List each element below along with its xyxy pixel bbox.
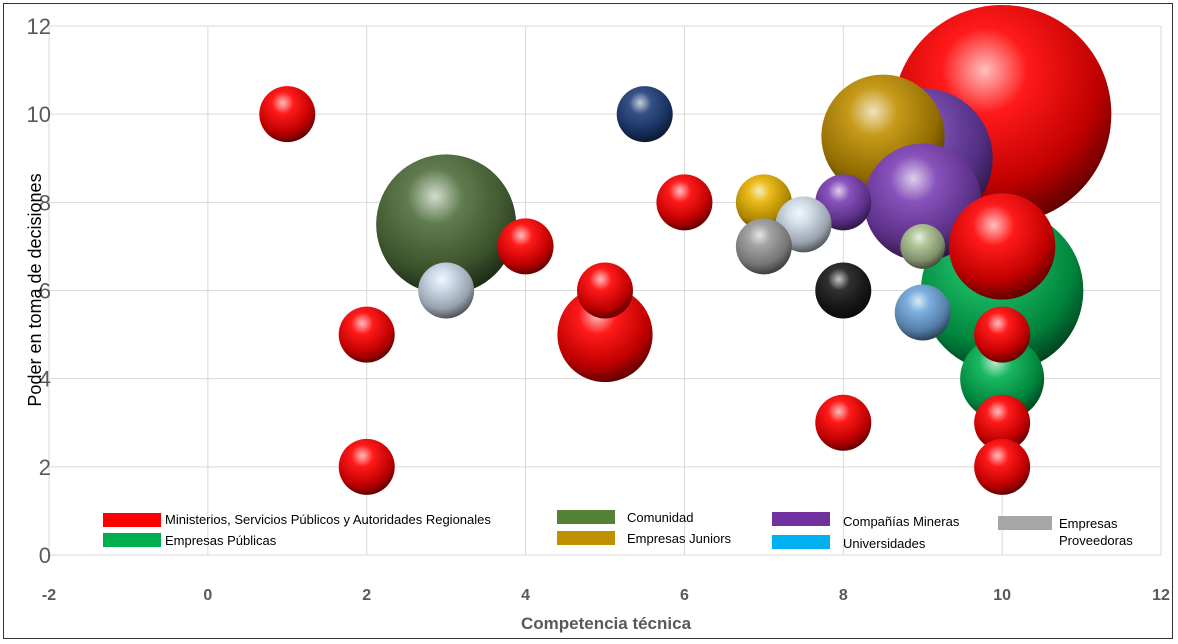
x-tick-label: 0 <box>203 587 212 604</box>
x-tick-labels: -2 0 2 4 6 8 10 12 <box>42 587 1170 604</box>
bubble-ministerios-servicios-p-blicos-y-autoridades-regionales <box>338 306 395 363</box>
bubble-comunidad <box>900 224 946 269</box>
y-tick-label: 0 <box>39 543 51 568</box>
legend-swatch <box>772 512 830 526</box>
x-tick-label: 6 <box>680 587 689 604</box>
legend: Ministerios, Servicios Públicos y Autori… <box>103 510 1133 551</box>
x-tick-label: 8 <box>839 587 848 604</box>
bubble-ministerios-servicios-p-blicos-y-autoridades-regionales <box>338 438 395 495</box>
x-axis-title: Competencia técnica <box>521 614 692 633</box>
bubble-ministerios-servicios-p-blicos-y-autoridades-regionales <box>259 86 316 143</box>
bubble-empresas-proveedoras <box>815 262 872 319</box>
y-tick-label: 10 <box>27 102 51 127</box>
bubble-universidades <box>418 262 475 319</box>
bubble-ministerios-servicios-p-blicos-y-autoridades-regionales <box>577 262 633 319</box>
legend-label: Comunidad <box>627 510 694 525</box>
bubble-universidades <box>616 86 673 143</box>
y-tick-labels: 0 2 4 6 8 10 12 <box>27 14 51 568</box>
legend-swatch <box>103 513 161 527</box>
y-tick-label: 12 <box>27 14 51 39</box>
legend-label: Compañías Mineras <box>843 514 960 529</box>
x-tick-label: 2 <box>362 587 371 604</box>
bubble-ministerios-servicios-p-blicos-y-autoridades-regionales <box>815 394 872 451</box>
legend-label: Empresas Proveedoras <box>1059 516 1133 548</box>
bubble-comunidad <box>376 154 517 295</box>
legend-swatch <box>103 533 161 547</box>
bubbles <box>259 4 1112 495</box>
bubble-ministerios-servicios-p-blicos-y-autoridades-regionales <box>948 193 1056 300</box>
bubble-ministerios-servicios-p-blicos-y-autoridades-regionales <box>656 174 713 231</box>
x-tick-label: -2 <box>42 587 56 604</box>
legend-label: Ministerios, Servicios Públicos y Autori… <box>165 512 491 527</box>
y-tick-label: 4 <box>39 367 51 392</box>
bubble-ministerios-servicios-p-blicos-y-autoridades-regionales <box>557 286 653 383</box>
bubble-ministerios-servicios-p-blicos-y-autoridades-regionales <box>974 394 1031 451</box>
bubble-empresas-proveedoras <box>735 218 792 275</box>
bubble-ministerios-servicios-p-blicos-y-autoridades-regionales <box>974 438 1031 495</box>
bubble-universidades <box>894 284 951 341</box>
y-tick-label: 8 <box>39 190 51 215</box>
legend-swatch <box>772 535 830 549</box>
y-tick-label: 2 <box>39 455 51 480</box>
bubble-empresas-p-blicas <box>960 336 1045 421</box>
y-axis-title: Poder en toma de decisiones <box>25 173 45 406</box>
x-tick-label: 12 <box>1152 587 1170 604</box>
legend-label: Empresas Públicas <box>165 533 277 548</box>
bubble-ministerios-servicios-p-blicos-y-autoridades-regionales <box>497 218 554 275</box>
legend-swatch <box>557 531 615 545</box>
legend-swatch <box>557 510 615 524</box>
legend-label: Universidades <box>843 536 926 551</box>
x-tick-label: 10 <box>993 587 1011 604</box>
legend-swatch <box>998 516 1052 530</box>
y-tick-label: 6 <box>39 279 51 304</box>
legend-label: Empresas Juniors <box>627 531 732 546</box>
bubble-ministerios-servicios-p-blicos-y-autoridades-regionales <box>974 306 1031 363</box>
x-tick-label: 4 <box>521 587 530 604</box>
